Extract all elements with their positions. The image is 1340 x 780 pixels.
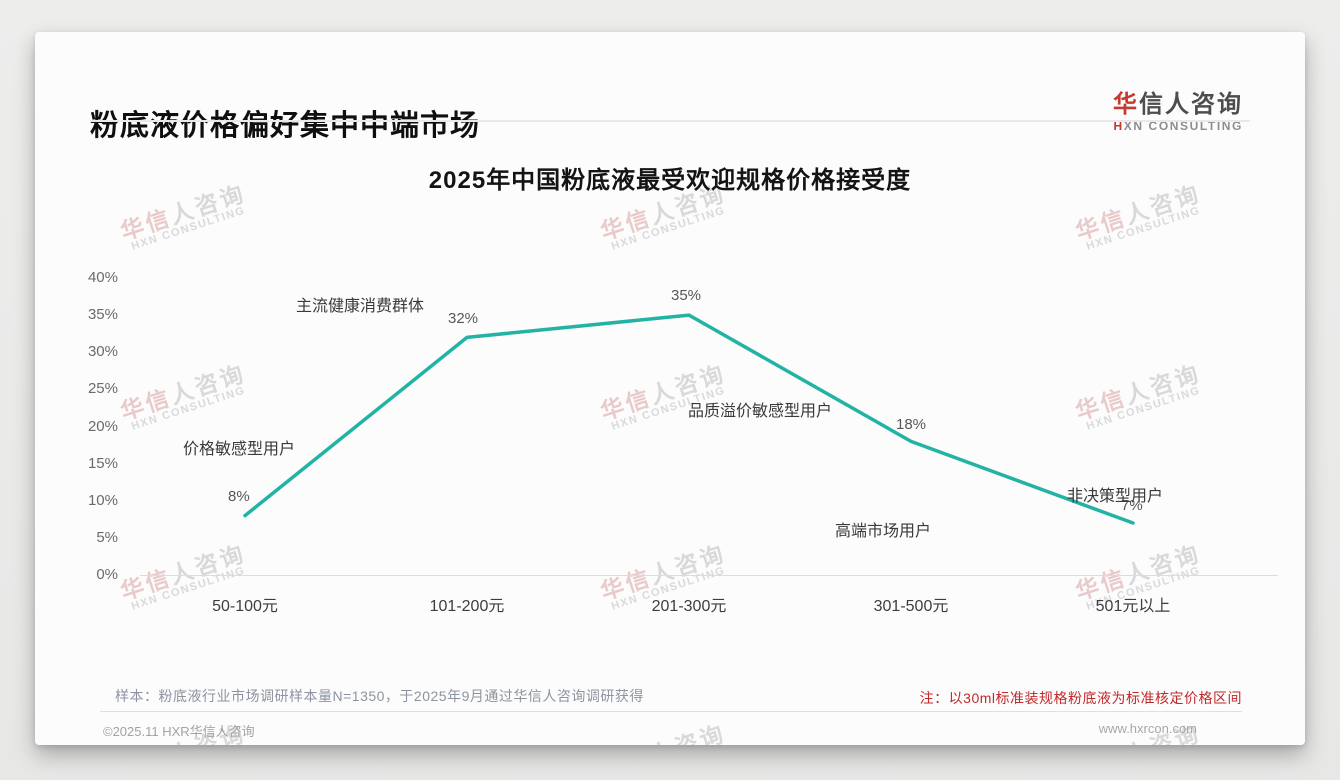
logo-english-text: HXN CONSULTING (1113, 119, 1243, 134)
data-label: 8% (228, 488, 250, 505)
header-divider (90, 120, 1250, 122)
data-label: 7% (1121, 497, 1143, 514)
x-axis-label: 101-200元 (429, 598, 505, 615)
y-axis-tick: 30% (87, 343, 118, 361)
x-axis-label: 501元以上 (1095, 598, 1171, 615)
x-axis-label: 301-500元 (873, 598, 949, 615)
x-axis-line (140, 575, 1278, 576)
copyright-text: ©2025.11 HXR华信人咨询 (103, 724, 255, 739)
page-title: 粉底液价格偏好集中中端市场 (90, 110, 481, 142)
company-logo: 华信人咨询 HXN CONSULTING (1113, 91, 1243, 134)
annotation-quality-premium: 品质溢价敏感型用户 (688, 403, 833, 420)
y-axis-tick: 35% (87, 306, 118, 324)
slide-card: 华信人咨询 HXN CONSULTING 华信人咨询 HXN CONSULTING 华信… (35, 32, 1305, 745)
y-axis-tick: 15% (87, 454, 118, 472)
y-axis-tick: 25% (87, 380, 118, 398)
data-label: 35% (671, 287, 702, 304)
chart-title: 2025年中国粉底液最受欢迎规格价格接受度 (428, 167, 912, 194)
y-axis-tick: 40% (87, 269, 118, 286)
y-axis-tick: 20% (87, 417, 118, 435)
sample-note: 样本：粉底液行业市场调研样本量N=1350，于2025年9月通过华信人咨询调研获… (115, 688, 644, 704)
website-url: www.hxrcon.com (1098, 721, 1197, 736)
logo-chinese-text: 华信人咨询 (1113, 91, 1243, 118)
y-axis-tick: 5% (96, 528, 118, 546)
x-axis-label: 50-100元 (212, 598, 278, 615)
annotation-high-end: 高端市场用户 (835, 523, 932, 540)
y-axis-tick: 0% (96, 566, 118, 583)
x-axis-label: 201-300元 (651, 598, 727, 615)
annotation-price-sensitive: 价格敏感型用户 (183, 441, 296, 458)
price-basis-note: 注：以30ml标准装规格粉底液为标准核定价格区间 (919, 690, 1242, 706)
footer-divider (100, 711, 1242, 712)
trend-line (243, 313, 1135, 525)
annotation-mainstream: 主流健康消费群体 (296, 298, 425, 315)
y-axis-tick: 10% (87, 491, 118, 509)
data-label: 18% (896, 416, 927, 433)
data-label: 32% (448, 310, 479, 327)
annotation-non-decision: 非决策型用户 (1067, 488, 1164, 505)
